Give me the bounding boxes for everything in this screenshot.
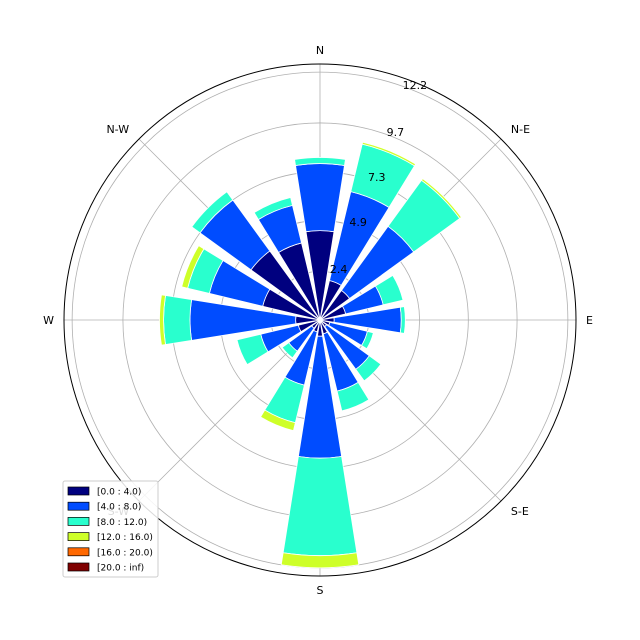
- ring-label: 12.2: [403, 79, 428, 92]
- bar-nne: [319, 141, 417, 321]
- legend-swatch: [67, 547, 90, 557]
- bar-segment-wnw-bin-3: [181, 245, 205, 289]
- bar-segment-ene-bin-2: [374, 274, 404, 306]
- bar-sse: [319, 319, 370, 412]
- legend-entry: [16.0 : 20.0): [97, 548, 153, 558]
- bar-segment-w-bin-3: [159, 294, 166, 346]
- bar-segment-wsw-bin-2: [236, 333, 269, 366]
- bar-w: [159, 294, 321, 346]
- bar-segment-n-bin-2: [294, 157, 346, 166]
- direction-label: S: [317, 584, 324, 597]
- direction-label: N-W: [106, 123, 129, 136]
- legend-entry: [0.0 : 4.0): [97, 488, 141, 498]
- bars-layer: [159, 141, 462, 569]
- bar-segment-n-w-bin-2: [191, 191, 234, 234]
- bar-n: [294, 157, 346, 321]
- ring-label: 9.7: [387, 126, 405, 139]
- legend: [0.0 : 4.0) [4.0 : 8.0) [8.0 : 12.0) [12.0 …: [62, 480, 159, 578]
- legend-swatch: [67, 501, 90, 511]
- bar-ene: [319, 274, 404, 321]
- bar-segment-w-bin-2: [163, 295, 193, 345]
- bar-segment-nnw-bin-2: [253, 197, 293, 221]
- bar-segment-s-w-bin-2: [281, 342, 298, 359]
- bar-segment-s-bin-2: [282, 456, 358, 557]
- bar-nnw: [253, 197, 321, 321]
- direction-label: N: [316, 44, 324, 57]
- legend-entry: [12.0 : 16.0): [97, 533, 153, 543]
- bar-wsw: [236, 319, 321, 366]
- bar-segment-s-bin-3: [280, 552, 360, 569]
- ring-label: 7.3: [368, 171, 386, 184]
- legend-swatch: [67, 562, 90, 572]
- labels-layer: 2.44.97.39.712.2NN-EES-ESS-WWN-W: [43, 44, 593, 597]
- bar-s: [280, 319, 360, 569]
- bar-segment-nne-bin-3: [361, 141, 417, 167]
- bar-segment-e-bin-2: [399, 306, 406, 334]
- bar-segment-ese-bin-2: [361, 330, 374, 350]
- bar-e: [319, 306, 406, 334]
- bar-ssw: [260, 319, 321, 432]
- legend-entry: [4.0 : 8.0): [97, 503, 141, 513]
- bar-segment-sse-bin-2: [336, 381, 370, 412]
- polar-frame: [63, 63, 577, 577]
- legend-swatch: [67, 486, 90, 496]
- bar-segment-n-e-bin-3: [420, 178, 462, 220]
- legend-entry: [8.0 : 12.0): [97, 518, 147, 528]
- ring-label: 2.4: [330, 263, 348, 276]
- bar-n-w: [191, 191, 321, 321]
- legend-entry: [20.0 : inf): [97, 564, 144, 574]
- legend-swatch: [67, 532, 90, 541]
- bar-segment-s-e-bin-2: [355, 355, 382, 382]
- bar-s-e: [319, 319, 382, 382]
- direction-label: W: [43, 314, 54, 327]
- bar-s-w: [281, 319, 321, 359]
- bar-segment-ssw-bin-3: [260, 409, 296, 432]
- legend-swatch: [67, 517, 90, 526]
- bar-ese: [319, 319, 374, 350]
- bar-segment-n-bin-1: [295, 163, 345, 233]
- direction-label: S-E: [511, 505, 529, 518]
- bar-wnw: [181, 245, 321, 321]
- direction-label: N-E: [511, 123, 530, 136]
- bar-n-e: [319, 178, 462, 321]
- ring-label: 4.9: [349, 216, 367, 229]
- direction-label: E: [586, 314, 593, 327]
